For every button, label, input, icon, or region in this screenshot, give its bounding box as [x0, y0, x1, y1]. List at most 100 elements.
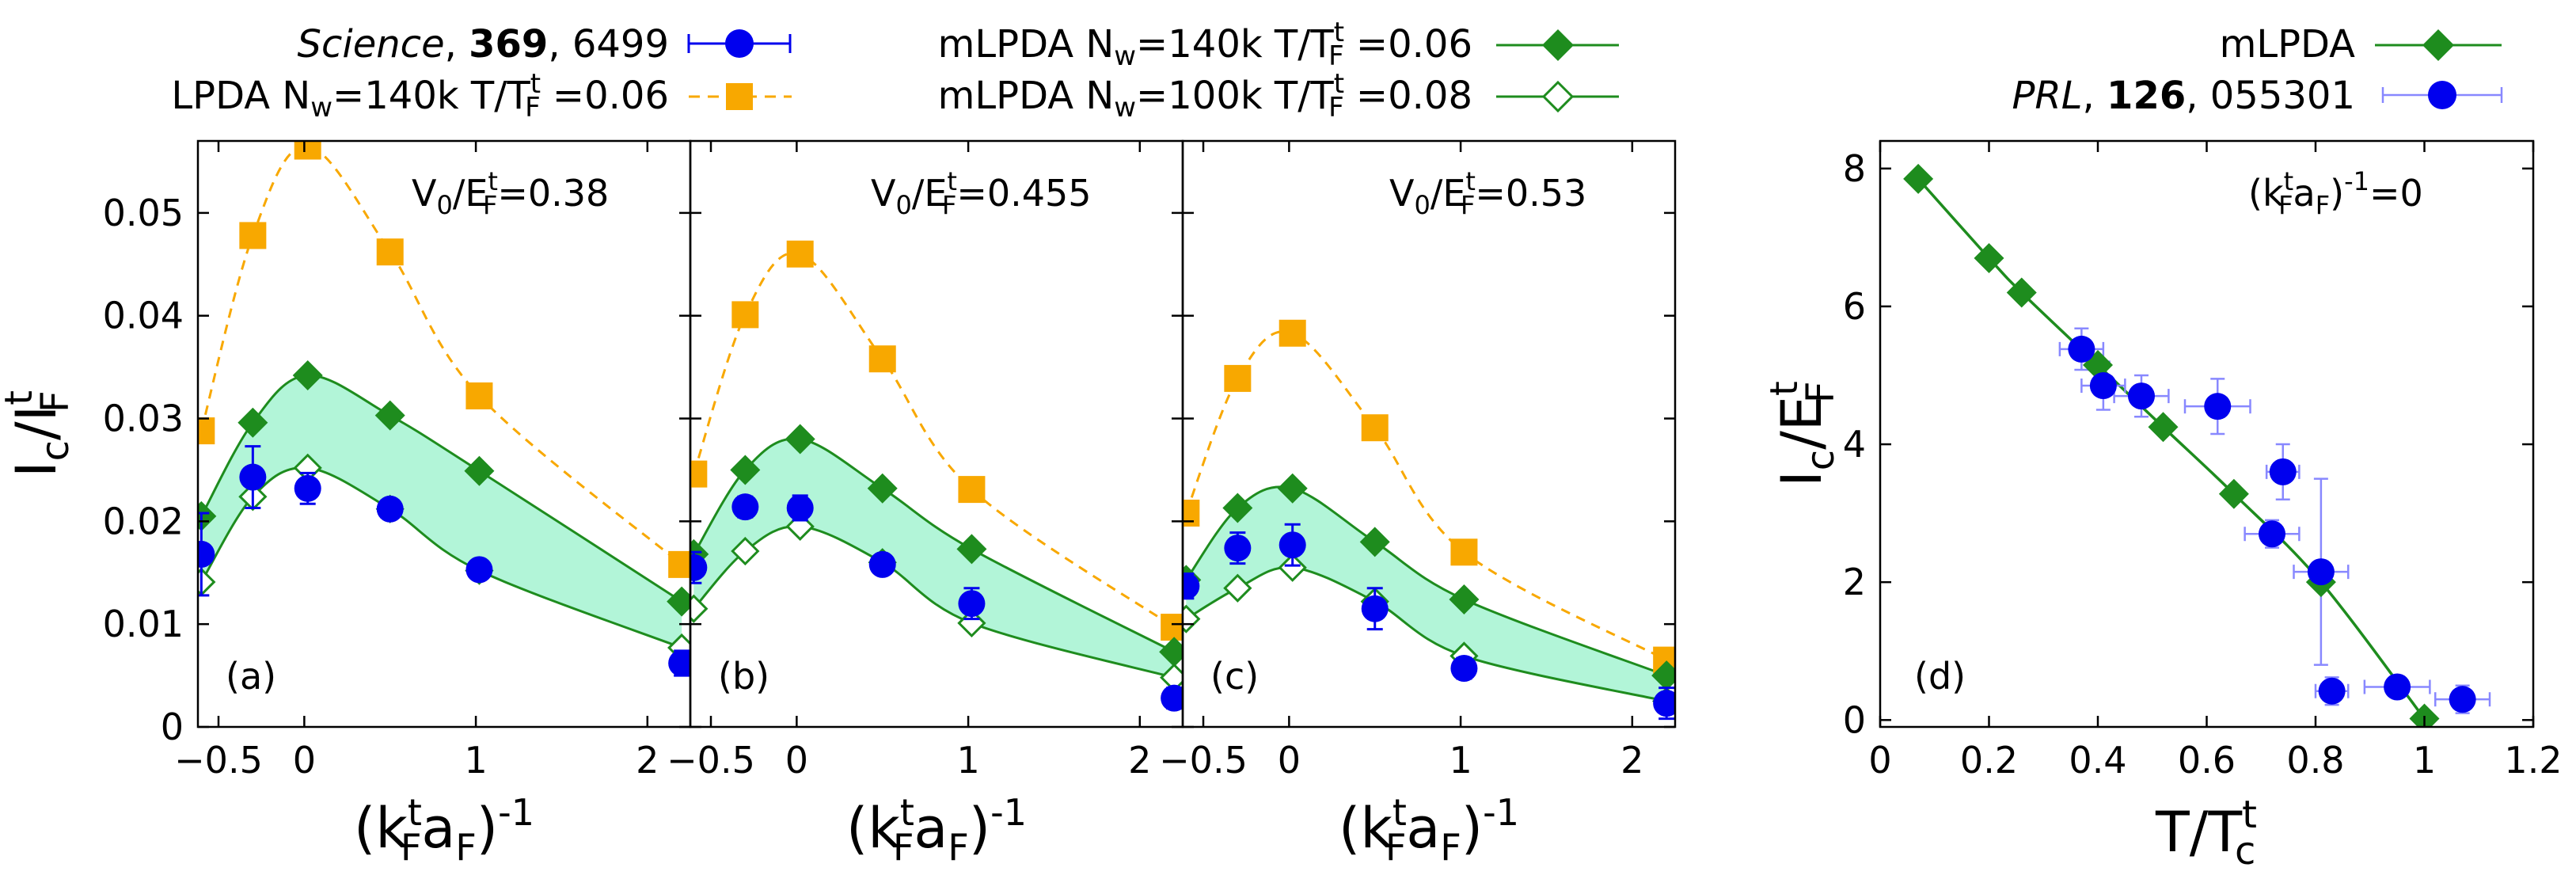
panel-b-marks	[690, 240, 1183, 712]
science-point	[239, 445, 267, 509]
mlpda140-point	[1359, 527, 1390, 557]
x-tick-label: −0.5	[1159, 739, 1248, 782]
prl-marker	[2384, 673, 2411, 701]
lpda-point	[868, 345, 896, 373]
mlpda100-point	[957, 608, 986, 637]
science-marker	[239, 463, 267, 491]
science-point	[198, 512, 215, 597]
mlpda140-point	[374, 400, 405, 431]
y-tick-label: 0.05	[103, 192, 184, 234]
mlpda140-point	[1449, 584, 1480, 615]
lpda-point	[690, 460, 708, 488]
lpda-point	[786, 240, 814, 268]
mlpda140-point	[785, 424, 815, 455]
prl-marker	[2068, 335, 2095, 363]
mlpda-d-point	[2409, 703, 2440, 727]
panel-b-ticks: −0.5 0 1 2	[667, 141, 1183, 782]
x-tick-label: −0.5	[174, 739, 263, 782]
x-tick-label: 2	[1620, 739, 1643, 782]
science-point	[1224, 531, 1252, 565]
legend-mlpda140-marker	[1496, 29, 1619, 61]
science-marker	[294, 474, 321, 502]
band-area	[693, 438, 1175, 678]
prl-marker	[2307, 558, 2335, 586]
mlpda100-point	[1183, 604, 1201, 633]
panel-a-annotation: V0/Et F=0.38	[412, 166, 609, 220]
prl-marker	[2269, 458, 2297, 485]
legend-mlpda-d-label: mLPDA	[2220, 22, 2356, 67]
mlpda100-point	[1223, 573, 1252, 603]
x-axis-label-c: (kt FaF)-1	[1339, 791, 1519, 869]
panel-d: 0 0.2 0.4 0.6 0.8 1 1.2 0 2 4 6 8 (d) (kt FaF)-1=0	[1843, 139, 2563, 782]
panel-d-marks	[1903, 163, 2491, 727]
panel-a-band	[201, 375, 682, 649]
science-marker	[1279, 531, 1306, 559]
science-marker	[376, 495, 404, 523]
x-tick-label: 0.6	[2178, 739, 2236, 782]
panel-a: −0.5 0 1 200.010.020.030.040.05 (a) V0/Et F=…	[103, 139, 692, 782]
x-tick-label: 0.2	[1960, 739, 2018, 782]
legend-lpda-label: LPDA Nw=140k T/Tt F =0.06	[171, 68, 669, 124]
mlpda100-point	[1278, 553, 1307, 582]
lpda-point	[376, 238, 404, 266]
prl-marker	[2449, 686, 2476, 713]
lpda-curve	[1184, 330, 1667, 661]
mlpda100-point	[690, 594, 709, 623]
x-axis-label-d: T/Tt c	[2155, 793, 2257, 873]
lpda-point	[198, 417, 215, 445]
legend-science-marker	[687, 29, 792, 58]
x-tick-label: −0.5	[667, 739, 755, 782]
science-point	[690, 550, 708, 584]
mlpda-d-point	[2148, 412, 2179, 443]
panel-c-annotation: V0/Et F=0.53	[1389, 166, 1586, 220]
science-marker	[1161, 684, 1183, 712]
lpda-point	[668, 550, 690, 578]
lpda-point	[465, 382, 493, 409]
x-axis-label-a: (kt FaF)-1	[354, 791, 534, 869]
panel-b-annotation: V0/Et F=0.455	[871, 166, 1092, 220]
science-marker	[868, 550, 896, 578]
legend-prl-marker	[2381, 81, 2503, 109]
y-tick-label: 0.02	[103, 500, 184, 542]
legend-science-label: Science, 369, 6499	[298, 22, 669, 67]
prl-marker	[2204, 393, 2232, 420]
legend-lpda-marker	[689, 83, 792, 110]
lpda-point	[731, 301, 759, 329]
mlpda140-point	[667, 586, 690, 617]
lpda-point	[294, 141, 321, 160]
x-tick-label: 0	[785, 739, 808, 782]
science-point	[1653, 687, 1675, 721]
science-marker	[1653, 690, 1675, 717]
y-tick-label: 8	[1843, 147, 1866, 190]
science-marker	[1183, 573, 1200, 600]
panel-b: −0.5 0 1 2 (b) V0/Et F=0.455	[667, 139, 1184, 782]
science-point	[1361, 587, 1389, 631]
panel-d-label: (d)	[1914, 655, 1966, 698]
panel-b-label: (b)	[718, 655, 769, 698]
mlpda140-point	[867, 473, 898, 504]
x-tick-label: 2	[1128, 739, 1151, 782]
science-point	[731, 493, 759, 521]
science-point	[1161, 684, 1183, 712]
science-point	[1279, 523, 1306, 567]
legend-mlpda140-label: mLPDA Nw=140k T/Tt F =0.06	[938, 17, 1472, 72]
science-point	[465, 556, 493, 584]
band-area	[1186, 486, 1667, 702]
science-point	[376, 495, 404, 523]
panel-d-ticks: 0 0.2 0.4 0.6 0.8 1 1.2 0 2 4 6 8	[1843, 141, 2563, 782]
x-tick-label: 1	[2413, 739, 2436, 782]
prl-marker	[2128, 382, 2155, 410]
panel-c-marks	[1183, 319, 1675, 721]
mlpda140-point	[292, 360, 323, 390]
science-point	[1450, 655, 1478, 682]
panel-a-marks	[198, 141, 690, 677]
prl-marker	[2318, 677, 2346, 705]
science-point	[668, 649, 690, 677]
prl-marker	[2089, 372, 2117, 400]
panel-c-ticks: −0.5 0 1 2	[1159, 141, 1675, 782]
y-axis-label-d: Ic/EtF	[1762, 381, 1843, 487]
mlpda140-point	[1222, 493, 1253, 523]
science-marker	[1450, 655, 1478, 682]
prl-marker	[2259, 520, 2285, 548]
